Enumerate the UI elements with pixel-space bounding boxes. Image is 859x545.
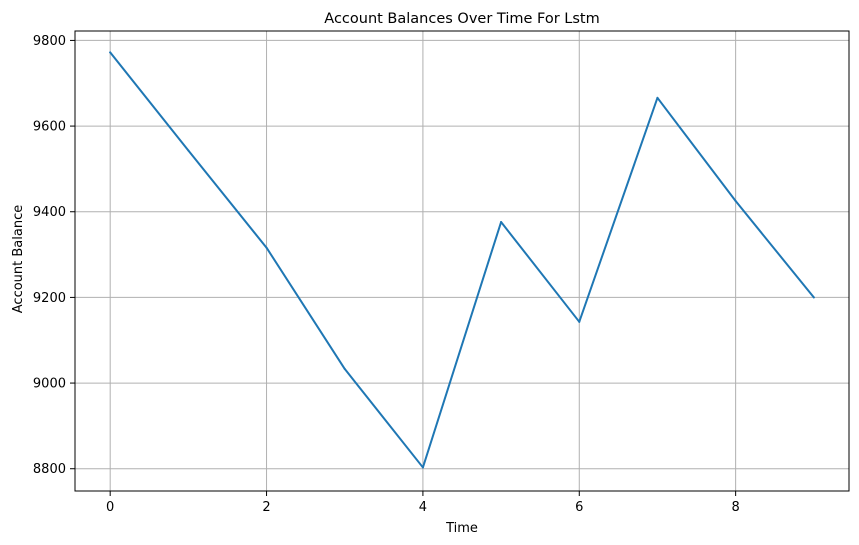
data-point: [500, 221, 503, 224]
y-tick-label: 8800: [33, 462, 66, 477]
x-tick-label: 4: [419, 500, 427, 515]
y-tick-label: 9200: [33, 291, 66, 306]
chart-title: Account Balances Over Time For Lstm: [324, 11, 599, 27]
data-point: [187, 149, 190, 152]
data-point: [265, 246, 268, 249]
data-point: [656, 96, 659, 99]
grid: [75, 31, 849, 491]
data-point: [812, 296, 815, 299]
y-tick-label: 9000: [33, 377, 66, 392]
y-tick-label: 9400: [33, 205, 66, 220]
data-point: [109, 51, 112, 54]
x-axis-label: Time: [445, 521, 478, 536]
data-point: [343, 367, 346, 370]
y-axis-label: Account Balance: [11, 205, 26, 313]
series-layer: [109, 51, 815, 469]
y-tick-label: 9600: [33, 120, 66, 135]
x-tick-label: 6: [575, 500, 583, 515]
axis-ticks: 0 2 4 6 8 8800 9000 9200 9400 9600 9800: [33, 34, 740, 515]
x-tick-label: 2: [262, 500, 270, 515]
series-line: [109, 51, 815, 469]
x-tick-label: 8: [731, 500, 739, 515]
x-tick-label: 0: [106, 500, 114, 515]
data-point: [734, 200, 737, 203]
plot-frame: [74, 30, 850, 492]
data-point: [421, 466, 424, 469]
y-tick-label: 9800: [33, 34, 66, 49]
data-point: [578, 320, 581, 323]
